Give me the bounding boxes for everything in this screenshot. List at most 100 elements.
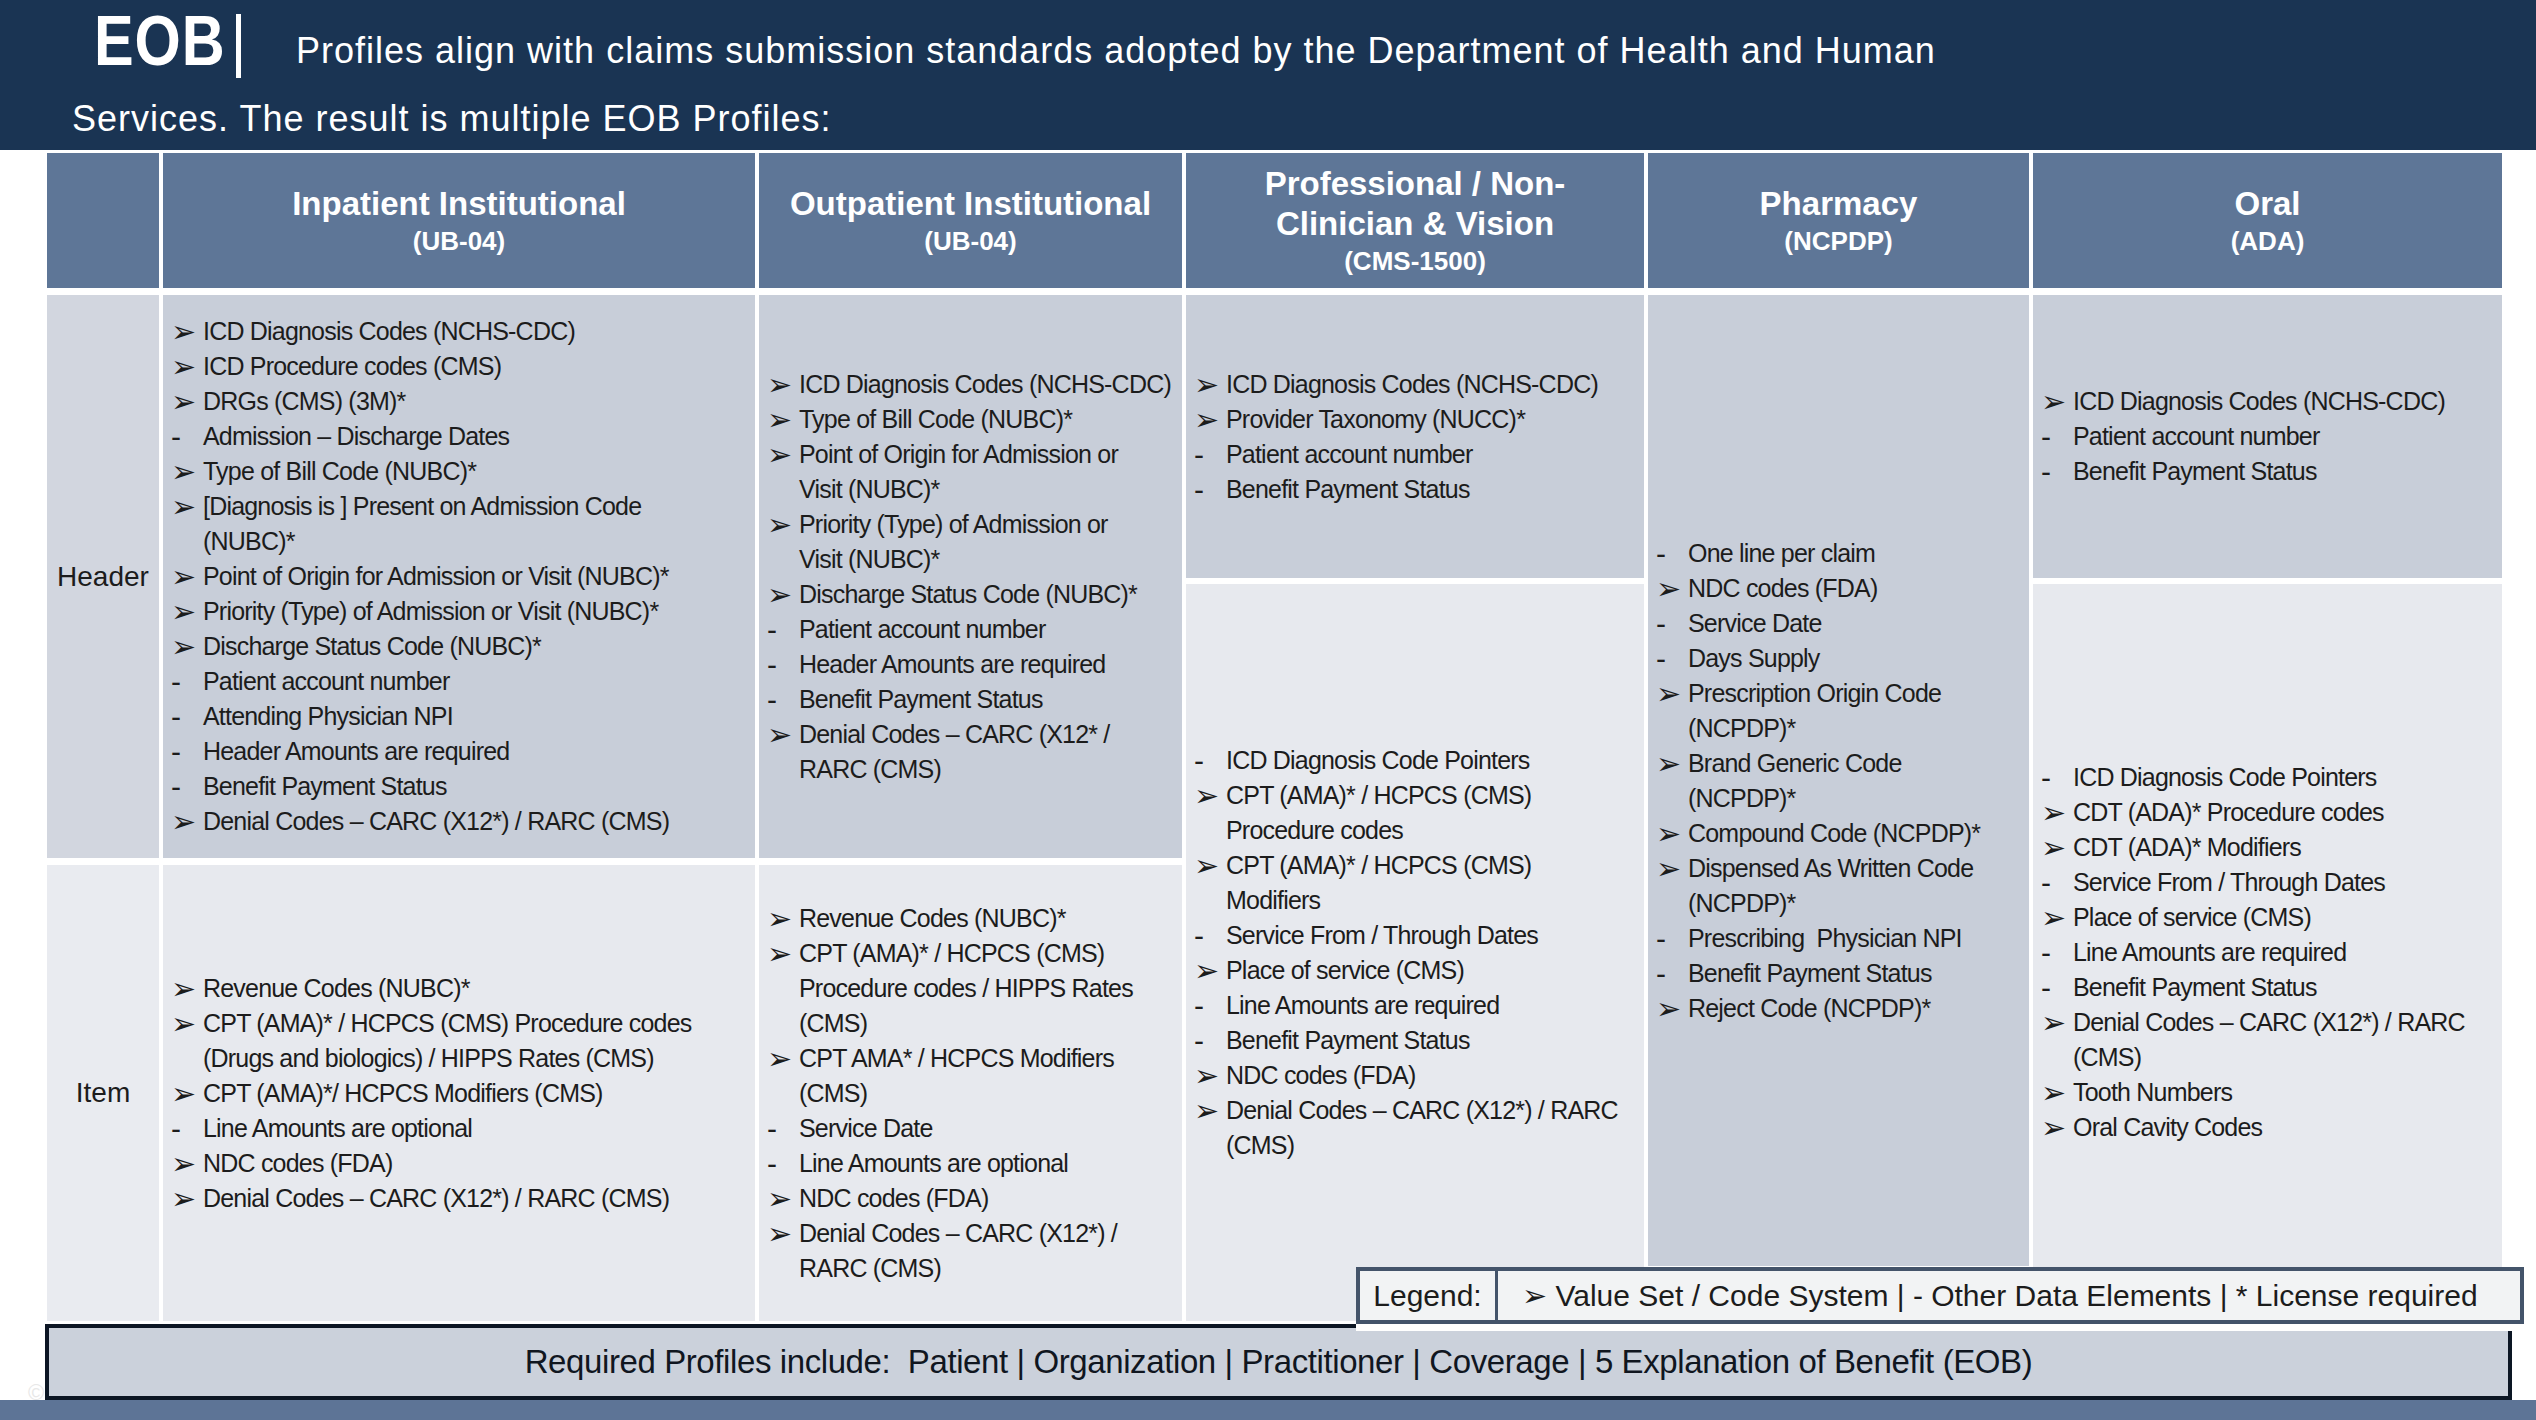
list-item: ➢CPT (AMA)* / HCPCS (CMS) Modifiers [1194, 848, 1638, 918]
list-item-text: ICD Diagnosis Codes (NCHS-CDC) [203, 314, 749, 349]
column-subtitle: (UB-04) [924, 224, 1016, 258]
list-item: ➢Denial Codes – CARC (X12*) / RARC (CMS) [1194, 1093, 1638, 1163]
list-item-text: ICD Diagnosis Codes (NCHS-CDC) [799, 367, 1176, 402]
required-profiles-text: Required Profiles include: Patient | Org… [525, 1343, 2033, 1381]
dash-bullet-icon: - [767, 1146, 799, 1181]
row-label-header: Header [47, 295, 159, 858]
dash-bullet-icon: - [1194, 1023, 1226, 1058]
list-item: ➢DRGs (CMS) (3M)* [171, 384, 749, 419]
list-item-text: Provider Taxonomy (NUCC)* [1226, 402, 1638, 437]
list-item: -Patient account number [2041, 419, 2496, 454]
list-item-text: Admission – Discharge Dates [203, 419, 749, 454]
dash-bullet-icon: - [1656, 606, 1688, 641]
arrow-bullet-icon: ➢ [767, 437, 799, 507]
column-subtitle: (ADA) [2231, 224, 2305, 258]
list-item: -Patient account number [1194, 437, 1638, 472]
list-item-text: NDC codes (FDA) [203, 1146, 749, 1181]
dash-bullet-icon: - [171, 1111, 203, 1146]
list-item-text: Patient account number [799, 612, 1176, 647]
list-item: ➢ICD Diagnosis Codes (NCHS-CDC) [1194, 367, 1638, 402]
column-header-outpatient: Outpatient Institutional(UB-04) [759, 153, 1182, 288]
list-item-text: Revenue Codes (NUBC)* [799, 901, 1176, 936]
cell-oral-item: -ICD Diagnosis Code Pointers➢CDT (ADA)* … [2033, 584, 2502, 1321]
arrow-bullet-icon: ➢ [2041, 1005, 2073, 1075]
list-item-text: Discharge Status Code (NUBC)* [799, 577, 1176, 612]
column-subtitle: (CMS-1500) [1344, 244, 1486, 278]
list-item: ➢CPT (AMA)* / HCPCS (CMS) Procedure code… [171, 1006, 749, 1076]
column-header-oral: Oral(ADA) [2033, 153, 2502, 288]
list-item-text: Revenue Codes (NUBC)* [203, 971, 749, 1006]
list-item-text: Reject Code (NCPDP)* [1688, 991, 2023, 1026]
list-item: -Prescribing Physician NPI [1656, 921, 2023, 956]
cell-professional-item: -ICD Diagnosis Code Pointers➢CPT (AMA)* … [1186, 584, 1644, 1321]
arrow-bullet-icon: ➢ [1194, 953, 1226, 988]
list-item-text: Line Amounts are required [2073, 935, 2496, 970]
list-item-text: Brand Generic Code (NCPDP)* [1688, 746, 2023, 816]
list-item: ➢Type of Bill Code (NUBC)* [171, 454, 749, 489]
list-item-text: Service Date [1688, 606, 2023, 641]
list-item: ➢NDC codes (FDA) [1194, 1058, 1638, 1093]
bottom-strip [0, 1400, 2536, 1420]
list-item: ➢ICD Diagnosis Codes (NCHS-CDC) [2041, 384, 2496, 419]
list-item: ➢Discharge Status Code (NUBC)* [171, 629, 749, 664]
list-item-text: Benefit Payment Status [1688, 956, 2023, 991]
column-subtitle: (UB-04) [413, 224, 505, 258]
list-item-text: Benefit Payment Status [2073, 454, 2496, 489]
dash-bullet-icon: - [767, 612, 799, 647]
list-item: ➢Dispensed As Written Code (NCPDP)* [1656, 851, 2023, 921]
dash-bullet-icon: - [1656, 921, 1688, 956]
list-item-text: Days Supply [1688, 641, 2023, 676]
list-item-text: Service From / Through Dates [1226, 918, 1638, 953]
arrow-bullet-icon: ➢ [171, 314, 203, 349]
list-item: ➢Type of Bill Code (NUBC)* [767, 402, 1176, 437]
arrow-bullet-icon: ➢ [171, 804, 203, 839]
column-header-professional: Professional / Non-Clinician & Vision(CM… [1186, 153, 1644, 288]
dash-bullet-icon: - [1656, 641, 1688, 676]
arrow-bullet-icon: ➢ [171, 629, 203, 664]
list-item: ➢CPT (AMA)* / HCPCS (CMS) Procedure code… [1194, 778, 1638, 848]
list-item-text: ICD Diagnosis Code Pointers [2073, 760, 2496, 795]
list-item-text: Benefit Payment Status [1226, 1023, 1638, 1058]
list-item-text: One line per claim [1688, 536, 2023, 571]
cell-professional-header: ➢ICD Diagnosis Codes (NCHS-CDC)➢Provider… [1186, 295, 1644, 578]
list-item-text: Type of Bill Code (NUBC)* [203, 454, 749, 489]
list-item: ➢Tooth Numbers [2041, 1075, 2496, 1110]
list-item: ➢Denial Codes – CARC (X12* / RARC (CMS) [767, 717, 1176, 787]
arrow-bullet-icon: ➢ [171, 349, 203, 384]
arrow-bullet-icon: ➢ [767, 367, 799, 402]
list-item: -Benefit Payment Status [171, 769, 749, 804]
cell-pharmacy-merged: -One line per claim➢NDC codes (FDA)-Serv… [1648, 295, 2029, 1266]
list-item-text: Place of service (CMS) [1226, 953, 1638, 988]
list-item-text: Denial Codes – CARC (X12* / RARC (CMS) [799, 717, 1176, 787]
dash-bullet-icon: - [171, 769, 203, 804]
dash-bullet-icon: - [1194, 988, 1226, 1023]
legend-text: ➢ Value Set / Code System | - Other Data… [1498, 1271, 2520, 1320]
list-item-text: NDC codes (FDA) [1688, 571, 2023, 606]
list-item: ➢Point of Origin for Admission or Visit … [171, 559, 749, 594]
list-item: -Benefit Payment Status [1656, 956, 2023, 991]
arrow-bullet-icon: ➢ [767, 1181, 799, 1216]
copyright-mark: © [28, 1380, 44, 1406]
arrow-bullet-icon: ➢ [171, 1006, 203, 1076]
column-title: Professional / Non- [1265, 164, 1566, 204]
list-item: -Line Amounts are optional [767, 1146, 1176, 1181]
list-item: ➢NDC codes (FDA) [1656, 571, 2023, 606]
slide: EOB Profiles align with claims submissio… [0, 0, 2536, 1420]
list-item-text: CPT (AMA)* / HCPCS (CMS) Procedure codes… [203, 1006, 749, 1076]
list-item: -Benefit Payment Status [1194, 472, 1638, 507]
dash-bullet-icon: - [1194, 918, 1226, 953]
arrow-bullet-icon: ➢ [171, 454, 203, 489]
list-item: ➢Compound Code (NCPDP)* [1656, 816, 2023, 851]
list-item: ➢CPT (AMA)*/ HCPCS Modifiers (CMS) [171, 1076, 749, 1111]
list-item: ➢Place of service (CMS) [2041, 900, 2496, 935]
column-title: Clinician & Vision [1276, 204, 1554, 244]
list-item: -Days Supply [1656, 641, 2023, 676]
list-item: -Attending Physician NPI [171, 699, 749, 734]
dash-bullet-icon: - [1194, 472, 1226, 507]
list-item: ➢CPT AMA* / HCPCS Modifiers (CMS) [767, 1041, 1176, 1111]
list-item: -Header Amounts are required [767, 647, 1176, 682]
dash-bullet-icon: - [1656, 536, 1688, 571]
list-item-text: NDC codes (FDA) [1226, 1058, 1638, 1093]
list-item: ➢ICD Diagnosis Codes (NCHS-CDC) [767, 367, 1176, 402]
list-item: -ICD Diagnosis Code Pointers [1194, 743, 1638, 778]
